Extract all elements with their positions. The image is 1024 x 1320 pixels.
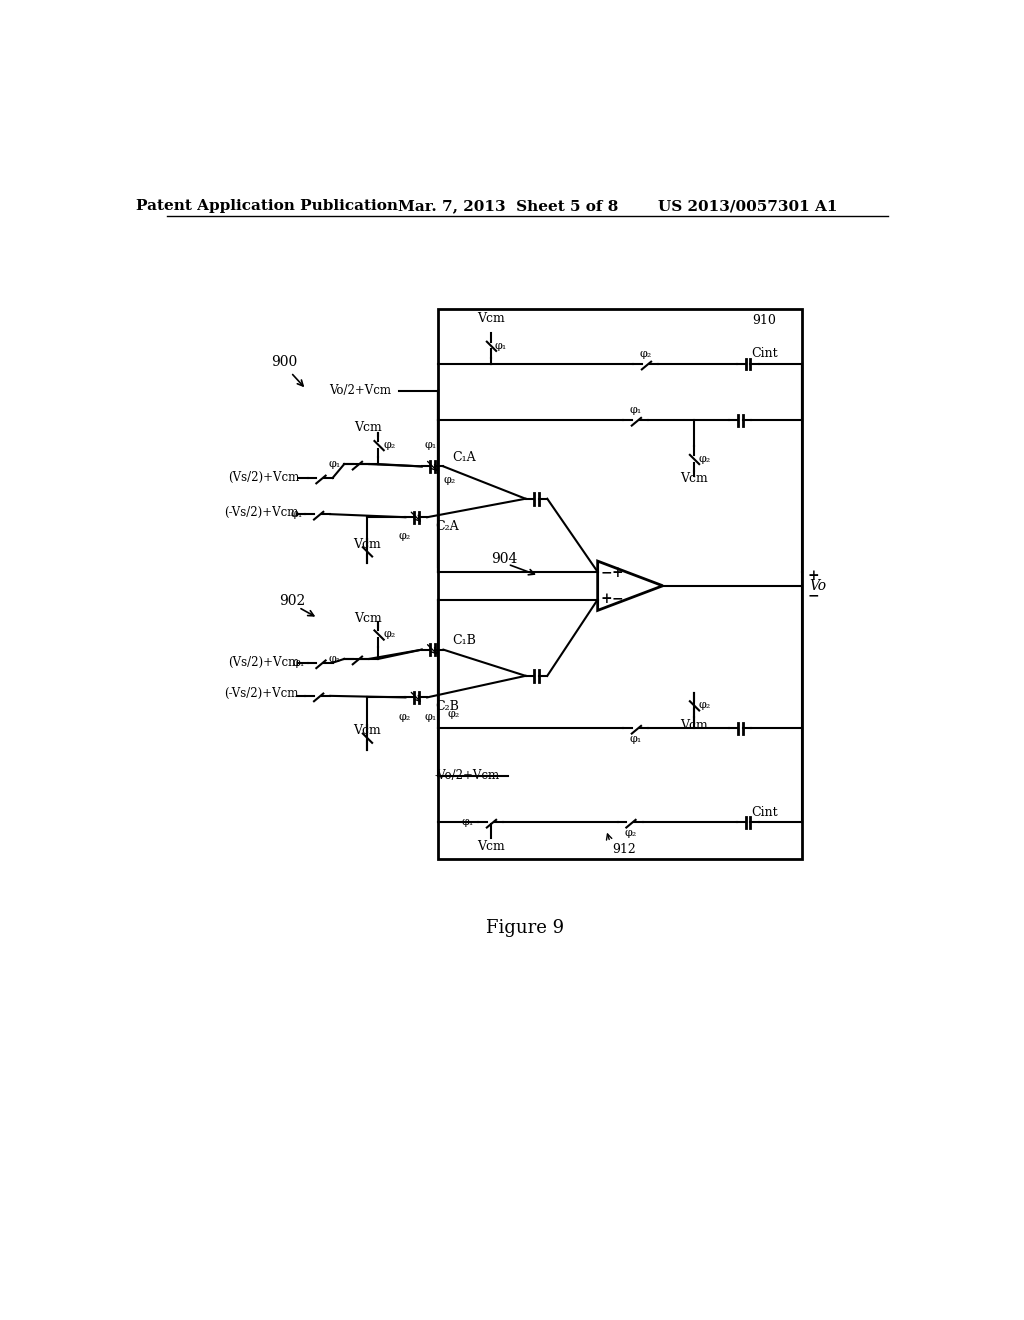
Text: +: + — [612, 566, 624, 579]
Text: Vcm: Vcm — [353, 539, 381, 552]
Text: φ₂: φ₂ — [383, 630, 395, 639]
Text: −: − — [807, 589, 819, 603]
Text: φ₁: φ₁ — [424, 711, 436, 722]
Text: C₂A: C₂A — [435, 520, 460, 533]
Text: (Vs/2)+Vcm: (Vs/2)+Vcm — [228, 656, 299, 669]
Text: φ₂: φ₂ — [698, 454, 711, 463]
Text: Cint: Cint — [752, 347, 778, 360]
Text: 902: 902 — [280, 594, 305, 609]
Text: Figure 9: Figure 9 — [485, 920, 564, 937]
Text: 912: 912 — [612, 842, 636, 855]
Text: (-Vs/2)+Vcm: (-Vs/2)+Vcm — [224, 506, 298, 519]
Text: φ₁: φ₁ — [329, 459, 341, 469]
Text: φ₂: φ₂ — [698, 700, 711, 710]
Text: Vcm: Vcm — [477, 840, 505, 853]
Text: φ₁: φ₁ — [293, 657, 304, 668]
Text: (-Vs/2)+Vcm: (-Vs/2)+Vcm — [224, 686, 298, 700]
Text: Vo/2+Vcm: Vo/2+Vcm — [330, 384, 391, 397]
Text: Vo: Vo — [809, 578, 826, 593]
Text: Vcm: Vcm — [477, 312, 505, 325]
Text: +: + — [807, 569, 819, 582]
Text: C₁B: C₁B — [452, 634, 476, 647]
Text: +: + — [600, 591, 612, 606]
Text: φ₂: φ₂ — [443, 475, 456, 486]
Text: φ₂: φ₂ — [447, 709, 460, 719]
Text: Vcm: Vcm — [354, 612, 382, 626]
Text: Vcm: Vcm — [680, 473, 708, 486]
Text: φ₁: φ₁ — [425, 440, 437, 450]
Text: Vcm: Vcm — [680, 718, 708, 731]
Text: Vcm: Vcm — [354, 421, 382, 434]
Text: 910: 910 — [752, 314, 776, 326]
Text: US 2013/0057301 A1: US 2013/0057301 A1 — [658, 199, 838, 213]
Text: Patent Application Publication: Patent Application Publication — [136, 199, 398, 213]
Text: φ₂: φ₂ — [624, 828, 636, 838]
Text: −: − — [600, 566, 612, 579]
Bar — [438, 309, 802, 859]
Text: Cint: Cint — [752, 805, 778, 818]
Text: Vcm: Vcm — [353, 723, 381, 737]
Text: (Vs/2)+Vcm: (Vs/2)+Vcm — [228, 471, 299, 484]
Text: φ₁: φ₁ — [495, 341, 507, 351]
Text: −: − — [612, 591, 624, 606]
Text: φ₁: φ₁ — [462, 817, 473, 828]
Text: φ₁: φ₁ — [630, 734, 642, 744]
Text: -Vo/2+Vcm: -Vo/2+Vcm — [434, 770, 500, 783]
Text: Mar. 7, 2013  Sheet 5 of 8: Mar. 7, 2013 Sheet 5 of 8 — [397, 199, 617, 213]
Text: 900: 900 — [271, 355, 298, 370]
Text: C₁A: C₁A — [452, 450, 475, 463]
Text: φ₂: φ₂ — [398, 711, 411, 722]
Text: φ₁: φ₁ — [290, 510, 302, 519]
Text: φ₂: φ₂ — [383, 440, 395, 450]
Text: φ₂: φ₂ — [398, 532, 411, 541]
Text: φ₁: φ₁ — [329, 653, 341, 664]
Text: φ₂: φ₂ — [640, 348, 652, 359]
Text: C₂B: C₂B — [435, 700, 460, 713]
Text: 904: 904 — [490, 552, 517, 566]
Text: φ₁: φ₁ — [630, 405, 642, 416]
